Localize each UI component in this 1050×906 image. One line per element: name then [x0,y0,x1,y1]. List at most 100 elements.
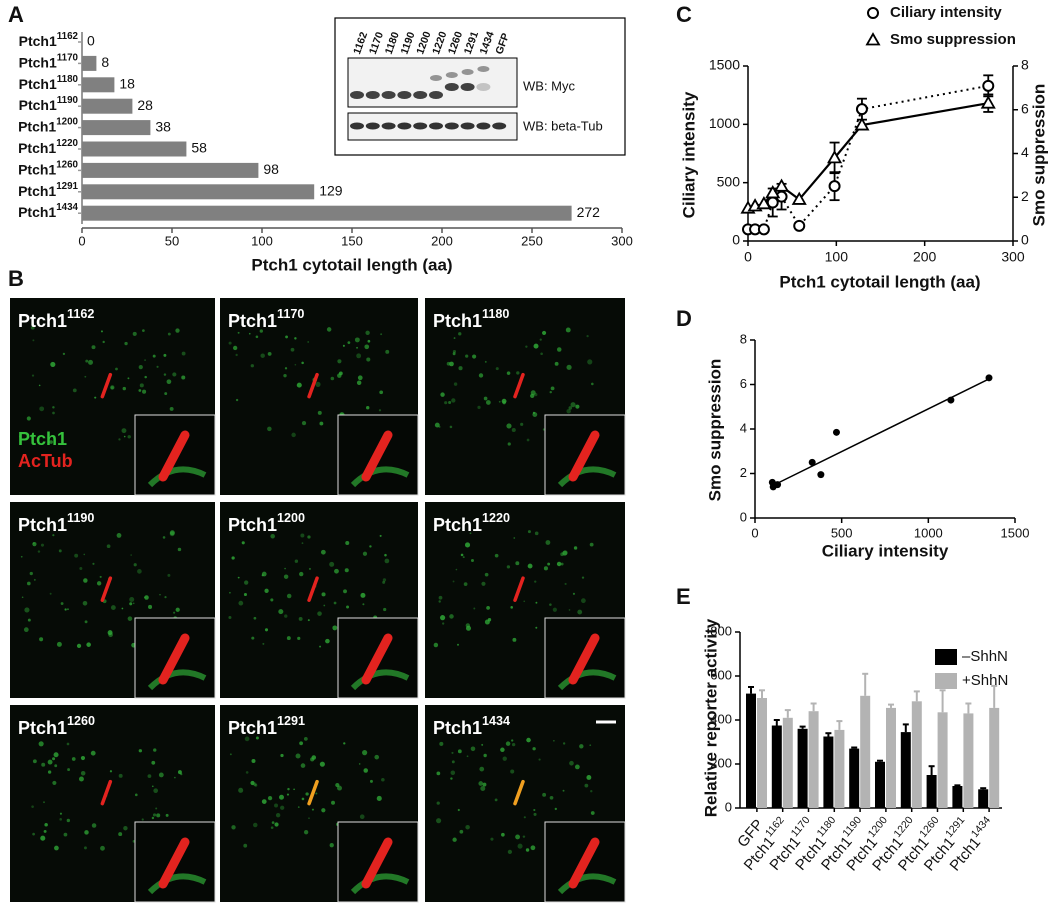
micrograph-label-base: Ptch1 [18,515,67,535]
speckle [357,375,363,381]
x-tick-label-sup: 1220 [891,814,915,840]
speckle [449,614,454,619]
y2-tick-label: 2 [1021,188,1029,204]
speckle [342,344,345,347]
speckle [251,758,256,763]
speckle [90,750,96,756]
band [476,122,491,130]
inset-signal [557,466,617,488]
x-tick-label: 0 [744,249,752,265]
speckle [480,786,486,791]
speckle [110,605,116,610]
speckle [279,794,284,800]
speckle [151,816,155,820]
speckle [294,363,297,366]
speckle [76,643,82,648]
speckle [565,327,571,333]
speckle [481,581,486,586]
speckle [485,400,491,405]
marker [854,117,870,131]
data-label: 38 [155,118,171,134]
data-label: 272 [577,204,601,220]
speckle [248,332,251,335]
speckle [158,772,164,778]
speckle [26,416,31,421]
speckle [308,817,310,819]
x-tick-label: 200 [431,233,453,248]
y-tick-label: 800 [710,623,732,638]
speckle [82,600,88,606]
speckle [138,749,143,753]
speckle [319,761,325,767]
band [397,122,412,130]
band [460,83,475,91]
speckle [311,808,314,811]
speckle [85,359,89,363]
marker [791,191,807,205]
speckle [535,626,538,629]
marker [982,79,995,92]
micrograph-label-base: Ptch1 [228,311,277,331]
y-tick-label: Ptch11180 [19,74,79,92]
speckle [320,549,326,555]
speckle [532,411,536,414]
speckle [574,764,580,770]
inset-signal [557,669,617,691]
speckle [545,540,551,545]
speckle [278,609,284,615]
speckle [586,775,592,780]
speckle [164,596,167,599]
speckle [67,608,69,611]
marker [793,219,806,232]
micrograph-label: Ptch11190 [18,511,94,534]
speckle [463,582,468,586]
speckle [18,435,22,438]
band [429,122,443,130]
speckle [243,843,248,848]
speckle [307,619,310,622]
speckle [566,364,572,370]
speckle [255,335,259,339]
legend-label: Smo suppression [890,31,1016,48]
speckle [378,409,382,412]
speckle [250,364,254,368]
speckle [478,373,484,378]
y-tick-label-sup: 1291 [56,181,78,192]
speckle [483,396,488,401]
speckle [568,609,571,611]
bar [746,693,756,808]
cilium [513,372,525,399]
speckle [589,744,592,746]
speckle [59,812,63,815]
band [365,122,380,130]
x-tick-label: 300 [1001,249,1025,265]
speckle [175,328,180,333]
speckle [30,325,35,330]
speckle [338,371,343,376]
speckle [358,763,361,765]
speckle [385,349,390,354]
inset-signal [147,466,207,488]
y-tick-label-base: Ptch1 [18,118,56,134]
speckle [296,382,302,388]
speckle [363,768,369,773]
speckle [329,843,334,848]
speckle [148,604,153,609]
micrograph-label-sup: 1180 [482,307,509,321]
speckle [31,374,35,377]
speckle [151,785,154,788]
speckle [452,837,457,842]
inset-cilium [568,837,600,889]
speckle [510,769,515,774]
speckle [139,383,144,388]
speckle [500,747,505,753]
speckle [84,830,89,835]
speckle [495,367,499,371]
speckle [550,386,555,391]
y2-tick-label: 8 [1021,57,1029,73]
speckle [457,643,459,646]
blot-myc [347,57,518,108]
speckle [526,438,530,442]
speckle [506,371,511,375]
speckle [29,571,33,576]
